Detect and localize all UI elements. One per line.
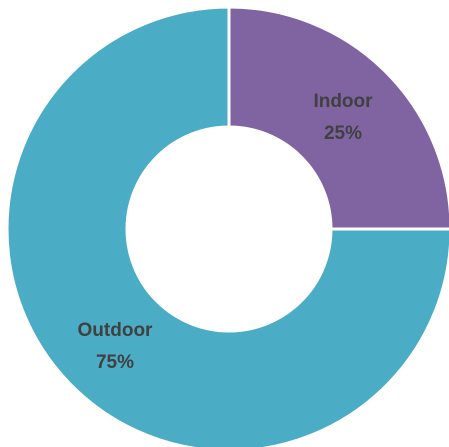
donut-slice-outdoor	[5, 5, 449, 447]
slice-label-outdoor: Outdoor	[78, 320, 154, 341]
slice-value-outdoor: 75%	[96, 352, 134, 373]
donut-slice-indoor	[227, 5, 449, 231]
slice-value-indoor: 25%	[324, 123, 362, 144]
slice-label-indoor: Indoor	[313, 91, 373, 112]
